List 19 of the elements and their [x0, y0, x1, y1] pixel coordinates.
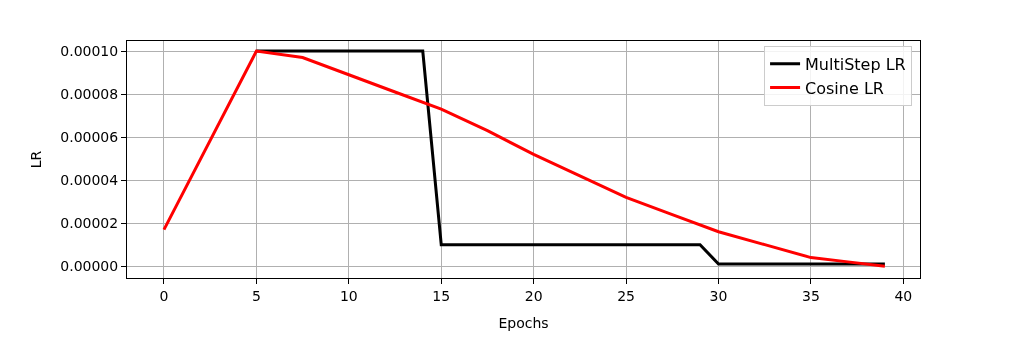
legend-label: MultiStep LR: [805, 54, 906, 74]
x-tick-label: 5: [251, 287, 261, 304]
x-tick-label: 40: [894, 287, 913, 304]
x-tick-label: 30: [709, 287, 728, 304]
x-tick-label: 35: [802, 287, 820, 304]
y-tick-label: 0.00004: [60, 172, 119, 189]
y-tick-label: 0.00008: [60, 86, 119, 103]
x-axis-title: Epochs: [498, 315, 549, 332]
y-tick-label: 0.00010: [60, 43, 119, 60]
x-tick-label: 20: [524, 287, 543, 304]
x-tick-label: 10: [339, 287, 358, 304]
y-axis-title: LR: [27, 150, 44, 169]
y-tick-label: 0.00002: [60, 215, 119, 232]
x-tick-label: 0: [159, 287, 169, 304]
x-tick-label: 25: [617, 287, 635, 304]
legend-label: Cosine LR: [805, 78, 884, 98]
x-tick-label: 15: [432, 287, 451, 304]
y-tick-label: 0.00006: [60, 129, 119, 146]
y-tick-label: 0.00000: [60, 258, 119, 275]
